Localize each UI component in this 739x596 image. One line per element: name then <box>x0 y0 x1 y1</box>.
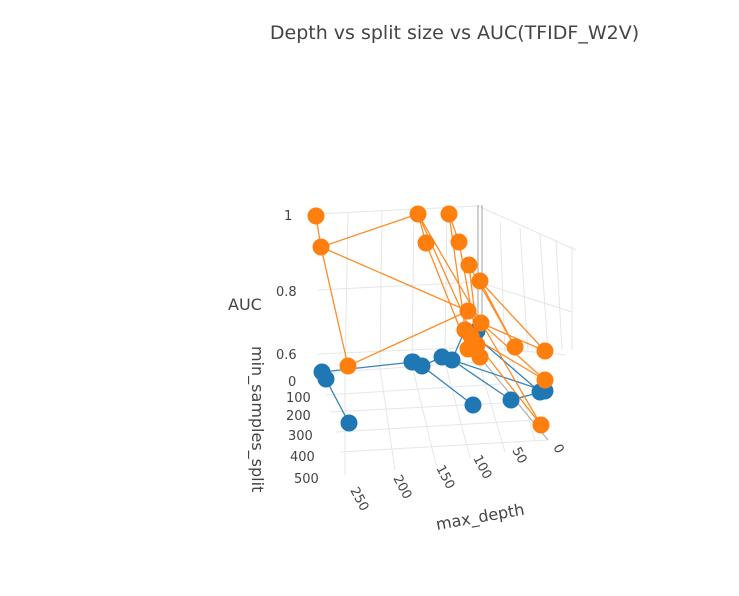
orange-point[interactable] <box>460 256 478 274</box>
grid-line <box>317 281 479 291</box>
orange-point[interactable] <box>471 272 489 290</box>
y-tick-label: 300 <box>288 429 313 444</box>
x-axis-label: max_depth <box>434 500 526 535</box>
y-tick-label: 400 <box>290 450 315 465</box>
orange-point[interactable] <box>450 233 468 251</box>
orange-point[interactable] <box>307 207 325 225</box>
grid-line <box>335 419 537 433</box>
grid-line <box>379 367 396 471</box>
orange-point[interactable] <box>440 205 458 223</box>
orange-point[interactable] <box>468 336 486 354</box>
z-tick-label: 0.8 <box>276 285 297 300</box>
orange-point[interactable] <box>312 238 330 256</box>
grid-line <box>477 205 577 251</box>
grid-line <box>555 239 563 351</box>
orange-point[interactable] <box>506 338 524 356</box>
grid-line <box>499 221 506 353</box>
series-points[interactable] <box>307 205 554 434</box>
grid-line <box>344 211 349 373</box>
orange-point[interactable] <box>472 314 490 332</box>
orange-point[interactable] <box>456 321 474 339</box>
grid-line <box>477 359 506 453</box>
orange-point[interactable] <box>536 371 554 389</box>
orange-point[interactable] <box>459 302 477 320</box>
grid-line <box>444 207 448 363</box>
z-axis-label: AUC <box>228 295 262 314</box>
z-tick-label: 1 <box>284 209 292 224</box>
y-tick-label: 100 <box>286 391 311 406</box>
grid-line <box>411 364 437 466</box>
grid-line <box>519 227 529 353</box>
grid-line <box>339 439 549 453</box>
y-tick-label: 500 <box>294 472 319 487</box>
orange-point[interactable] <box>536 342 554 360</box>
chart-title: Depth vs split size vs AUC(TFIDF_W2V) <box>269 22 640 44</box>
grid-line <box>329 401 521 413</box>
y-tick-label: 200 <box>286 409 311 424</box>
z-tick-label: 0.6 <box>276 348 297 363</box>
grid-layer <box>317 205 577 475</box>
y-axis-label: min_samples_split <box>247 346 267 492</box>
x-tick-label: 200 <box>389 473 414 502</box>
grid-line <box>325 383 501 396</box>
grid-line <box>379 209 383 369</box>
orange-point[interactable] <box>532 416 550 434</box>
orange-point[interactable] <box>339 357 357 375</box>
x-tick-label: 250 <box>346 485 371 514</box>
blue-point[interactable] <box>502 391 520 409</box>
blue-point[interactable] <box>340 414 358 432</box>
grid-line <box>477 281 573 313</box>
blue-point[interactable] <box>403 353 421 371</box>
blue-point[interactable] <box>464 396 482 414</box>
orange-point[interactable] <box>417 234 435 252</box>
grid-line <box>444 361 471 459</box>
x-tick-label: 50 <box>508 445 529 467</box>
blue-point[interactable] <box>443 351 461 369</box>
x-tick-label: 150 <box>432 463 457 492</box>
blue-point[interactable] <box>317 370 335 388</box>
orange-point[interactable] <box>409 205 427 223</box>
y-tick-label: 0 <box>288 375 296 390</box>
grid-line <box>511 359 536 441</box>
grid-line <box>539 233 549 353</box>
x-tick-label: 0 <box>549 442 566 456</box>
x-tick-label: 100 <box>469 453 494 482</box>
